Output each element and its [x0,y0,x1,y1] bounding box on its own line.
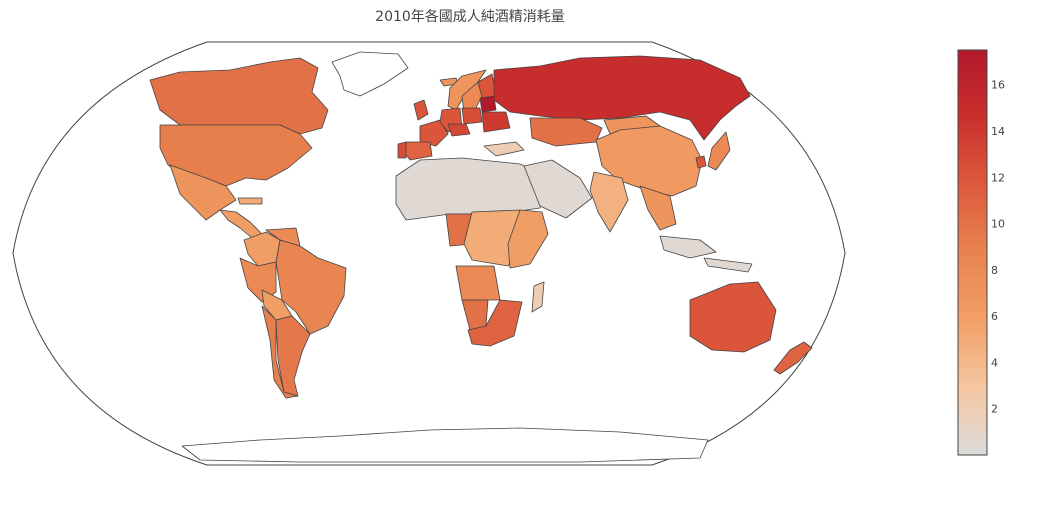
colorbar-tick-label: 4 [991,356,998,369]
country-kazakhstan[interactable] [529,117,603,147]
country-peru[interactable] [239,257,277,303]
chart-title: 2010年各國成人純酒精消耗量 [375,9,565,25]
country-shapes[interactable] [149,51,813,463]
country-portugal[interactable] [397,141,407,159]
country-angola[interactable] [455,265,501,301]
colorbar-tick-label: 6 [991,310,998,323]
country-australia[interactable] [689,281,777,353]
country-south-africa[interactable] [467,299,523,347]
country-turkey[interactable] [483,141,525,157]
country-arabian-peninsula[interactable] [523,159,593,219]
colorbar-tick-label: 8 [991,264,998,277]
colorbar-gradient [957,49,988,456]
colorbar-tick-label: 14 [991,125,1005,138]
colorbar: 2 4 6 8 10 12 14 16 [957,49,1005,456]
country-belarus[interactable] [479,95,497,113]
country-antarctica[interactable] [181,427,709,463]
country-new-zealand[interactable] [773,341,813,375]
country-south-korea[interactable] [695,155,707,169]
colorbar-tick-label: 10 [991,218,1005,231]
country-france[interactable] [419,119,449,147]
colorbar-tick-label: 12 [991,171,1005,184]
country-north-africa[interactable] [395,157,547,221]
colorbar-tick-label: 2 [991,403,998,416]
country-indonesia[interactable] [659,235,753,273]
country-poland[interactable] [461,107,483,125]
country-czech-republic[interactable] [447,123,471,137]
country-united-kingdom[interactable] [413,99,429,121]
country-argentina[interactable] [275,315,311,397]
country-cuba[interactable] [237,197,263,205]
country-greenland[interactable] [331,51,409,97]
country-madagascar[interactable] [531,281,545,313]
country-japan[interactable] [707,131,731,171]
colorbar-tick-label: 16 [991,79,1005,92]
country-east-africa[interactable] [507,209,549,269]
country-russia[interactable] [493,55,751,141]
country-ukraine[interactable] [481,111,511,133]
country-india[interactable] [589,171,629,233]
country-brazil[interactable] [275,239,347,335]
country-southeast-asia[interactable] [639,185,677,231]
